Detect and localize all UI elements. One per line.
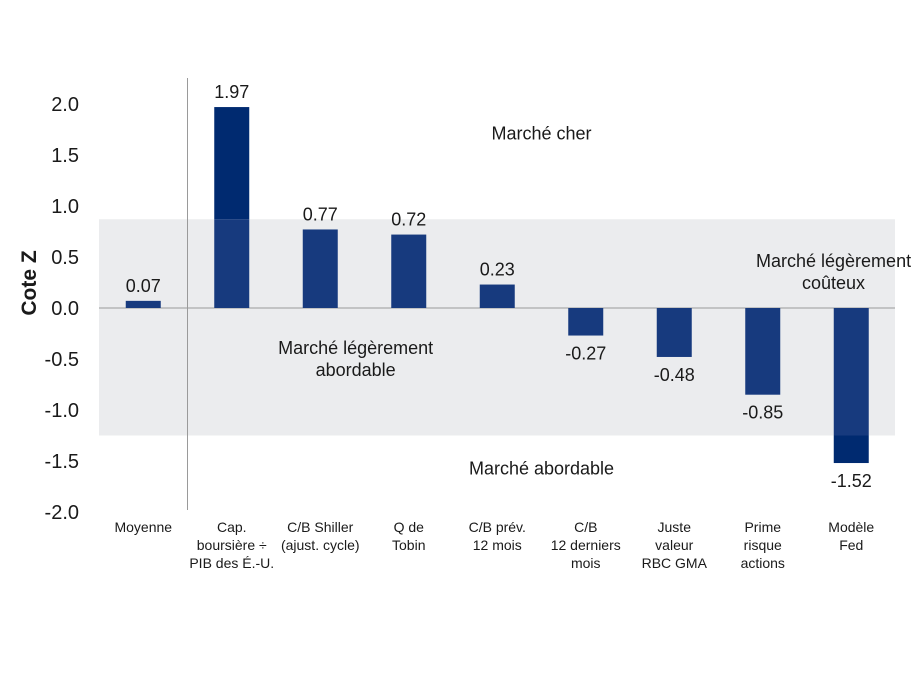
data-label: -1.52 [831, 471, 872, 491]
category-label-line: Cap. [217, 519, 247, 535]
category-label-line: Modèle [828, 519, 874, 535]
zone-annotation-line: Marché cher [491, 124, 591, 144]
y-axis-label: Cote Z [18, 250, 41, 316]
category-label-line: RBC GMA [642, 555, 708, 571]
bar [656, 308, 692, 357]
y-tick-label: -1.0 [45, 400, 79, 422]
y-tick-label: 0.5 [51, 247, 79, 269]
category-label: C/B prév. 12 mois [469, 519, 526, 553]
category-label: C/B 12 derniers mois [551, 519, 621, 571]
zone-annotation: Marché abordable [469, 458, 614, 478]
category-label-line: Tobin [392, 537, 425, 553]
zone-annotation: Marché légèrement coûteux [756, 251, 911, 293]
category-label: Modèle Fed [828, 519, 874, 553]
zone-annotation: Marché cher [491, 124, 591, 144]
category-label: Cap. boursière ÷ PIB des É.-U. [189, 519, 274, 571]
data-label: 1.97 [214, 82, 249, 102]
bar [833, 308, 869, 464]
bar-segment-above [214, 107, 250, 220]
data-label: -0.85 [742, 403, 783, 423]
zone-annotation-line: Marché légèrement [756, 251, 911, 271]
category-label-line: Juste [658, 519, 692, 535]
y-tick-label: 1.0 [51, 196, 79, 218]
category-label: Moyenne [114, 519, 172, 535]
bar [568, 308, 604, 336]
bar [479, 284, 515, 308]
zone-annotation-line: coûteux [802, 273, 865, 293]
bar [745, 308, 781, 395]
zone-annotation-line: Marché légèrement [278, 338, 433, 358]
data-label: 0.07 [126, 276, 161, 296]
bar-segment-inside [214, 219, 250, 308]
data-label: -0.27 [565, 344, 606, 364]
data-label: 0.72 [391, 210, 426, 230]
y-tick-label: 2.0 [51, 94, 79, 116]
y-tick-label: -1.5 [45, 451, 79, 473]
category-label: C/B Shiller (ajust. cycle) [281, 519, 360, 553]
bar-segment-inside [568, 308, 604, 336]
bar [214, 107, 250, 308]
category-label-line: Moyenne [114, 519, 172, 535]
category-label-line: actions [741, 555, 785, 571]
y-tick-label: -0.5 [45, 349, 79, 371]
category-label-line: C/B prév. [469, 519, 526, 535]
data-label: 0.23 [480, 260, 515, 280]
category-label-line: C/B [574, 519, 597, 535]
bar-segment-below [833, 435, 869, 464]
bar-segment-inside [302, 229, 338, 308]
data-label: -0.48 [654, 365, 695, 385]
data-label: 0.77 [303, 204, 338, 224]
y-tick-label: -2.0 [45, 502, 79, 524]
category-label-line: PIB des É.-U. [189, 555, 274, 571]
category-label-line: Q de [394, 519, 425, 535]
bar [125, 300, 161, 308]
bar-segment-inside [745, 308, 781, 395]
category-label: Juste valeur RBC GMA [642, 519, 708, 571]
category-label-line: 12 mois [473, 537, 522, 553]
y-tick-labels: 2.0 1.5 1.0 0.5 0.0 -0.5 -1.0 -1.5 -2.0 [45, 94, 79, 524]
category-label: Prime risque actions [741, 519, 785, 571]
bar-segment-inside [391, 234, 427, 308]
category-label-line: boursière ÷ [197, 537, 267, 553]
bar-segment-inside [656, 308, 692, 357]
category-label-line: valeur [655, 537, 693, 553]
category-label-line: C/B Shiller [287, 519, 353, 535]
value-labels: 0.07 1.97 0.77 0.72 0.23 -0.27 -0.48 -0.85 -1.52 [126, 82, 872, 491]
y-tick-label: 0.0 [51, 298, 79, 320]
category-label: Q de Tobin [392, 519, 425, 553]
category-label-line: (ajust. cycle) [281, 537, 360, 553]
bar-segment-inside [125, 300, 161, 308]
category-label-line: mois [571, 555, 601, 571]
zone-annotation-line: abordable [316, 360, 396, 380]
category-labels: Moyenne Cap. boursière ÷ PIB des É.-U. C/B S… [114, 519, 874, 571]
bar-segment-inside [833, 308, 869, 436]
zone-annotation-line: Marché abordable [469, 458, 614, 478]
bars [125, 107, 869, 464]
category-label-line: Prime [744, 519, 781, 535]
category-label-line: 12 derniers [551, 537, 621, 553]
zone-annotation: Marché légèrement abordable [278, 338, 433, 380]
bar [302, 229, 338, 308]
category-label-line: Fed [839, 537, 863, 553]
category-label-line: risque [744, 537, 782, 553]
y-tick-label: 1.5 [51, 145, 79, 167]
bar [391, 234, 427, 308]
bar-segment-inside [479, 284, 515, 308]
